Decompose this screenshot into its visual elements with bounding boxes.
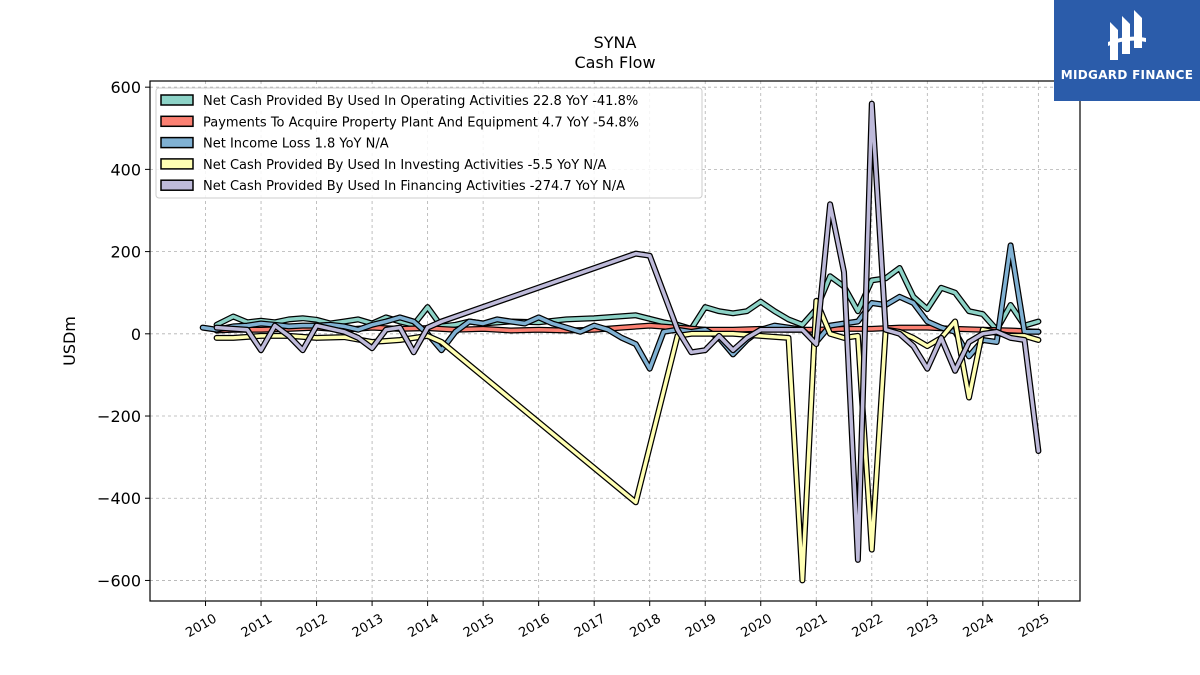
chart-title: SYNA: [594, 33, 637, 52]
y-tick-label: 200: [110, 243, 141, 262]
series-layer: [199, 100, 1042, 584]
y-axis-label: USDm: [60, 316, 79, 366]
y-tick-label: 600: [110, 78, 141, 97]
legend-swatch: [160, 136, 194, 149]
brand-mark-icon: [1108, 10, 1146, 60]
y-tick-label: 400: [110, 160, 141, 179]
series-line-0: [214, 266, 1041, 332]
plot-frame: [149, 80, 1081, 602]
brand-name: MIDGARD FINANCE: [1060, 68, 1194, 82]
x-tick-label: 2019: [683, 611, 719, 641]
y-tick-label: −200: [97, 407, 141, 426]
x-tick-label: 2011: [239, 611, 275, 641]
x-tick-label: 2020: [739, 611, 775, 641]
legend-box: [155, 87, 703, 199]
series-line-4: [214, 101, 1041, 562]
legend-label: Payments To Acquire Property Plant And E…: [203, 115, 639, 130]
x-tick-label: 2014: [405, 611, 441, 641]
x-tick-label: 2016: [516, 611, 552, 641]
y-tick-label: −600: [97, 571, 141, 590]
legend-swatch: [160, 94, 194, 106]
x-tick-label: 2018: [628, 611, 664, 641]
legend-label: Net Cash Provided By Used In Operating A…: [203, 94, 638, 109]
legend-swatch: [160, 158, 194, 170]
chart-subtitle: Cash Flow: [574, 53, 655, 72]
y-tick-label: 0: [131, 325, 141, 344]
x-tick-label: 2023: [905, 611, 941, 641]
x-tick-label: 2012: [294, 611, 330, 641]
x-tick-label: 2017: [572, 611, 608, 641]
legend-swatch: [160, 179, 194, 191]
x-tick-label: 2010: [183, 611, 219, 641]
series-line-2: [200, 243, 1041, 371]
brand-logo: MIDGARD FINANCE: [1054, 0, 1200, 101]
x-tick-label: 2022: [850, 611, 886, 641]
x-tick-label: 2015: [461, 611, 497, 641]
legend-label: Net Income Loss 1.8 YoY N/A: [203, 137, 389, 152]
legend-swatch: [160, 115, 194, 128]
x-tick-label: 2013: [350, 611, 386, 641]
y-tick-label: −400: [97, 489, 141, 508]
legend: Net Cash Provided By Used In Operating A…: [155, 87, 703, 199]
legend-label: Net Cash Provided By Used In Investing A…: [203, 158, 606, 173]
x-tick-label: 2024: [961, 611, 997, 641]
x-tick-label: 2025: [1016, 611, 1052, 641]
x-tick-label: 2021: [794, 611, 830, 641]
legend-label: Net Cash Provided By Used In Financing A…: [203, 179, 625, 194]
